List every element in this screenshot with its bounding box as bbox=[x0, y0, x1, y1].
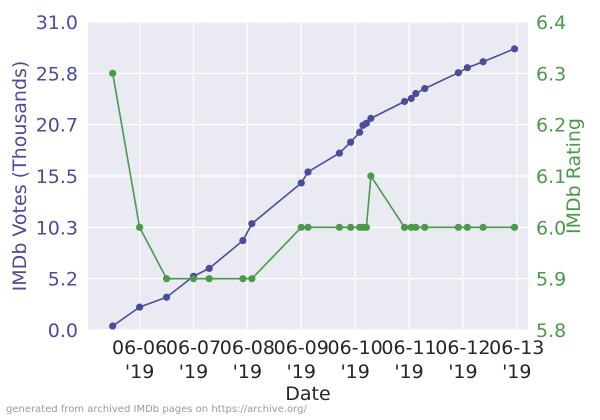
data-point-right bbox=[463, 223, 471, 231]
y-right-tick-label: 6.1 bbox=[536, 166, 566, 188]
data-point-right bbox=[362, 223, 370, 231]
data-point-right bbox=[189, 275, 198, 283]
x-tick-label-year: '19 bbox=[233, 361, 262, 383]
x-tick-label-date: 06-08 bbox=[220, 337, 275, 359]
right-axis-ticks: 5.8 5.9 6.0 6.1 6.2 6.3 6.4 bbox=[536, 12, 566, 342]
data-point-left bbox=[421, 84, 429, 93]
x-tick-label-date: 06-13 bbox=[489, 337, 544, 359]
x-tick-label-year: '19 bbox=[125, 361, 154, 383]
x-tick-label-date: 06-10 bbox=[328, 337, 383, 359]
x-tick-label-date: 06-12 bbox=[435, 337, 490, 359]
y-right-tick-label: 6.2 bbox=[536, 115, 566, 137]
x-tick-label-date: 06-07 bbox=[166, 337, 221, 359]
data-point-left bbox=[510, 45, 519, 53]
data-point-left bbox=[248, 220, 256, 228]
y-right-tick-label: 5.8 bbox=[536, 320, 566, 342]
data-point-left bbox=[239, 236, 247, 245]
y-left-tick-label: 31.0 bbox=[36, 12, 78, 34]
data-point-right bbox=[109, 69, 117, 77]
data-point-left bbox=[347, 138, 355, 146]
data-point-right bbox=[347, 223, 355, 231]
y-right-tick-label: 6.0 bbox=[536, 217, 566, 239]
x-tick-label-year: '19 bbox=[179, 361, 208, 383]
data-point-right bbox=[162, 275, 171, 283]
y-right-tick-label: 5.9 bbox=[536, 269, 566, 291]
data-point-right bbox=[136, 223, 144, 231]
y-left-tick-label: 25.8 bbox=[36, 63, 78, 85]
y-left-tick-label: 20.7 bbox=[36, 115, 78, 137]
data-point-right bbox=[297, 223, 305, 231]
x-tick-label-date: 06-06 bbox=[112, 337, 167, 359]
x-tick-label-year: '19 bbox=[448, 361, 477, 383]
data-point-left bbox=[335, 149, 344, 157]
data-point-right bbox=[412, 223, 420, 231]
x-axis-ticks: 06-06'1906-07'1906-08'1906-09'1906-10'19… bbox=[112, 337, 544, 383]
data-point-left bbox=[479, 58, 487, 66]
data-point-left bbox=[454, 69, 463, 77]
data-point-right bbox=[400, 223, 409, 231]
data-point-left bbox=[362, 119, 370, 127]
data-point-left bbox=[136, 303, 144, 311]
data-point-left bbox=[297, 179, 305, 187]
x-axis-label: Date bbox=[285, 383, 330, 405]
data-point-left bbox=[407, 94, 415, 103]
left-axis-ticks: 0.0 5.2 10.3 15.5 20.7 25.8 31.0 bbox=[36, 12, 78, 342]
x-tick-label-year: '19 bbox=[287, 361, 316, 383]
series-points bbox=[109, 45, 519, 330]
data-point-right bbox=[304, 223, 312, 231]
data-point-left bbox=[162, 293, 171, 301]
data-point-left bbox=[412, 89, 420, 98]
data-point-left bbox=[367, 114, 375, 122]
data-point-left bbox=[205, 264, 213, 272]
x-tick-label-year: '19 bbox=[394, 361, 423, 383]
data-point-right bbox=[421, 223, 429, 231]
x-tick-label-year: '19 bbox=[340, 361, 369, 383]
data-point-left bbox=[400, 97, 409, 106]
data-point-right bbox=[454, 223, 463, 231]
y-right-tick-label: 6.4 bbox=[536, 12, 566, 34]
source-footnote: generated from archived IMDb pages on ht… bbox=[6, 404, 307, 415]
y-left-tick-label: 15.5 bbox=[36, 166, 78, 188]
x-tick-label-year: '19 bbox=[502, 361, 531, 383]
x-tick-label-date: 06-11 bbox=[381, 337, 436, 359]
y-left-tick-label: 5.2 bbox=[48, 269, 78, 291]
data-point-right bbox=[239, 275, 247, 283]
data-point-right bbox=[248, 275, 256, 283]
data-point-left bbox=[463, 64, 471, 72]
y-axis-left-label: IMDb Votes (Thousands) bbox=[9, 61, 31, 292]
x-tick-label-date: 06-09 bbox=[274, 337, 329, 359]
data-point-right bbox=[367, 172, 375, 180]
y-left-tick-label: 0.0 bbox=[48, 320, 78, 342]
y-right-tick-label: 6.3 bbox=[536, 63, 566, 85]
data-point-left bbox=[304, 168, 312, 176]
data-point-right bbox=[510, 223, 519, 231]
data-point-right bbox=[205, 275, 213, 283]
data-point-left bbox=[356, 128, 364, 136]
y-left-tick-label: 10.3 bbox=[36, 217, 78, 239]
data-point-right bbox=[479, 223, 487, 231]
data-point-left bbox=[109, 322, 117, 330]
data-point-right bbox=[335, 223, 344, 231]
y-axis-right-label: IMDb Rating bbox=[563, 118, 585, 234]
